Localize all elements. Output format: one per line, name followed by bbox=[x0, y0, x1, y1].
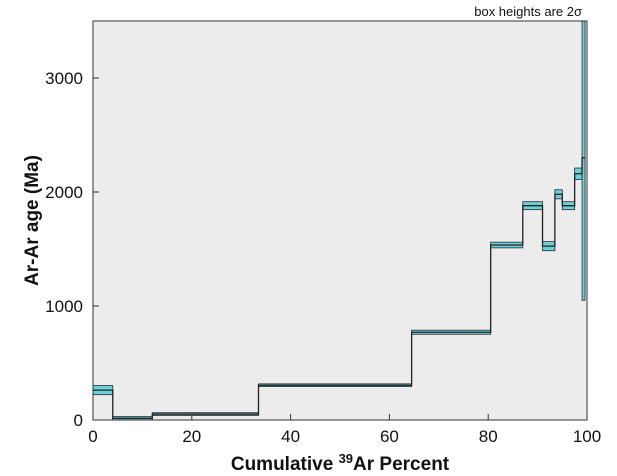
y-axis-title: Ar-Ar age (Ma) bbox=[22, 155, 43, 286]
x-axis-title: Cumulative 39Ar Percent bbox=[231, 451, 450, 475]
plot-frame bbox=[92, 20, 588, 421]
x-tick-label: 100 bbox=[573, 427, 601, 446]
x-tick-label: 80 bbox=[479, 427, 498, 446]
x-tick-label: 20 bbox=[182, 427, 201, 446]
plot-area bbox=[93, 21, 587, 420]
x-axis-ticks: 0 20 40 60 80 100 bbox=[88, 414, 601, 446]
spectrum-line bbox=[93, 157, 586, 419]
x-axis-title-post: Ar Percent bbox=[353, 454, 450, 475]
x-tick-label: 0 bbox=[88, 427, 97, 446]
x-tick-label: 40 bbox=[281, 427, 300, 446]
x-tick-label: 60 bbox=[380, 427, 399, 446]
y-tick-label: 3000 bbox=[45, 69, 83, 88]
box-heights-note: box heights are 2σ bbox=[474, 4, 582, 19]
y-tick-label: 2000 bbox=[45, 183, 83, 202]
x-axis-title-superscript: 39 bbox=[339, 451, 353, 466]
y-axis-ticks: 0 1000 2000 3000 bbox=[45, 69, 99, 430]
y-tick-label: 0 bbox=[74, 411, 83, 430]
x-axis-title-pre: Cumulative bbox=[231, 454, 339, 475]
y-tick-label: 1000 bbox=[45, 297, 83, 316]
